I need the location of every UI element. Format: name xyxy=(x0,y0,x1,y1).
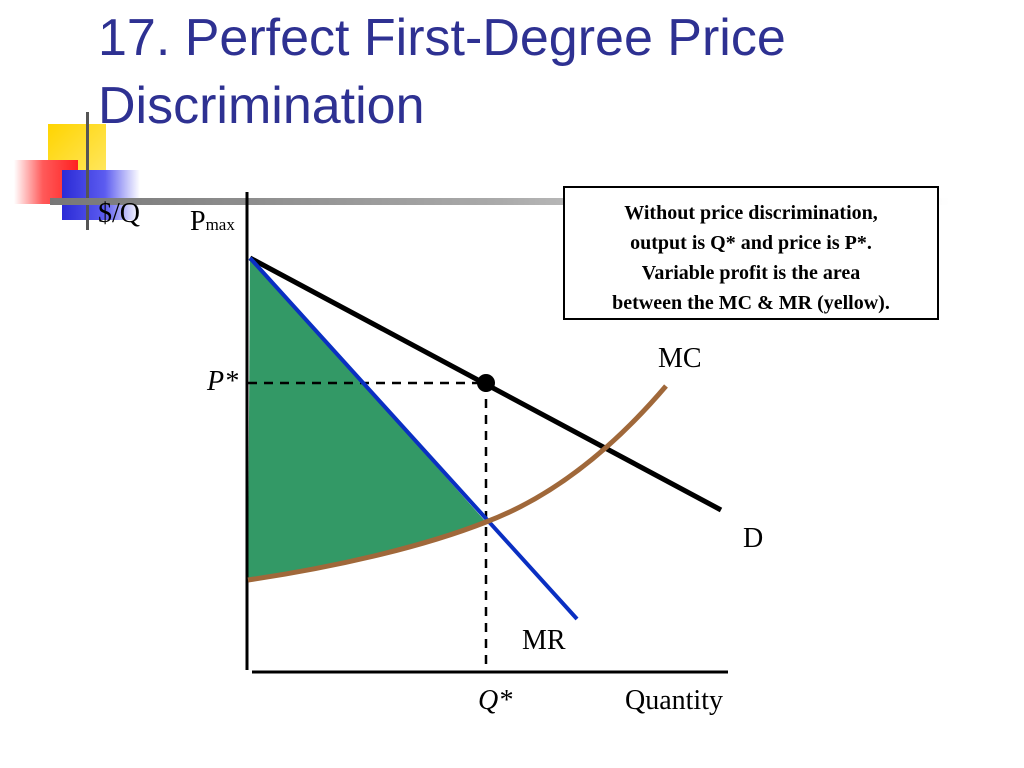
note-line-1: Without price discrimination, xyxy=(624,202,878,224)
note-line-3: Variable profit is the area xyxy=(641,262,861,284)
mc-curve xyxy=(247,384,668,583)
equilibrium-point xyxy=(477,374,495,392)
decorative-vertical-line xyxy=(86,112,89,230)
slide-title: 17. Perfect First-Degree Price Discrimin… xyxy=(98,9,786,135)
x-axis-label: Quantity xyxy=(625,685,723,716)
mr-curve xyxy=(248,256,579,621)
pmax-label: Pmax xyxy=(190,206,235,238)
explanation-note: Without price discrimination, output is … xyxy=(563,186,939,320)
note-line-4: between the MC & MR (yellow). xyxy=(612,292,890,314)
decorative-blue-square xyxy=(62,170,140,220)
pmax-label-subscript: max xyxy=(205,215,235,234)
y-axis-label: $/Q xyxy=(98,198,140,229)
title-rule xyxy=(50,198,950,205)
mc-label: MC xyxy=(658,343,702,374)
p-star-label: P* xyxy=(207,366,239,397)
pmax-label-main: P xyxy=(190,206,206,237)
mr-label: MR xyxy=(522,625,566,656)
demand-label: D xyxy=(743,523,764,554)
q-star-label: Q* xyxy=(478,685,513,716)
variable-profit-area xyxy=(248,258,486,580)
note-line-2: output is Q* and price is P*. xyxy=(630,232,872,254)
